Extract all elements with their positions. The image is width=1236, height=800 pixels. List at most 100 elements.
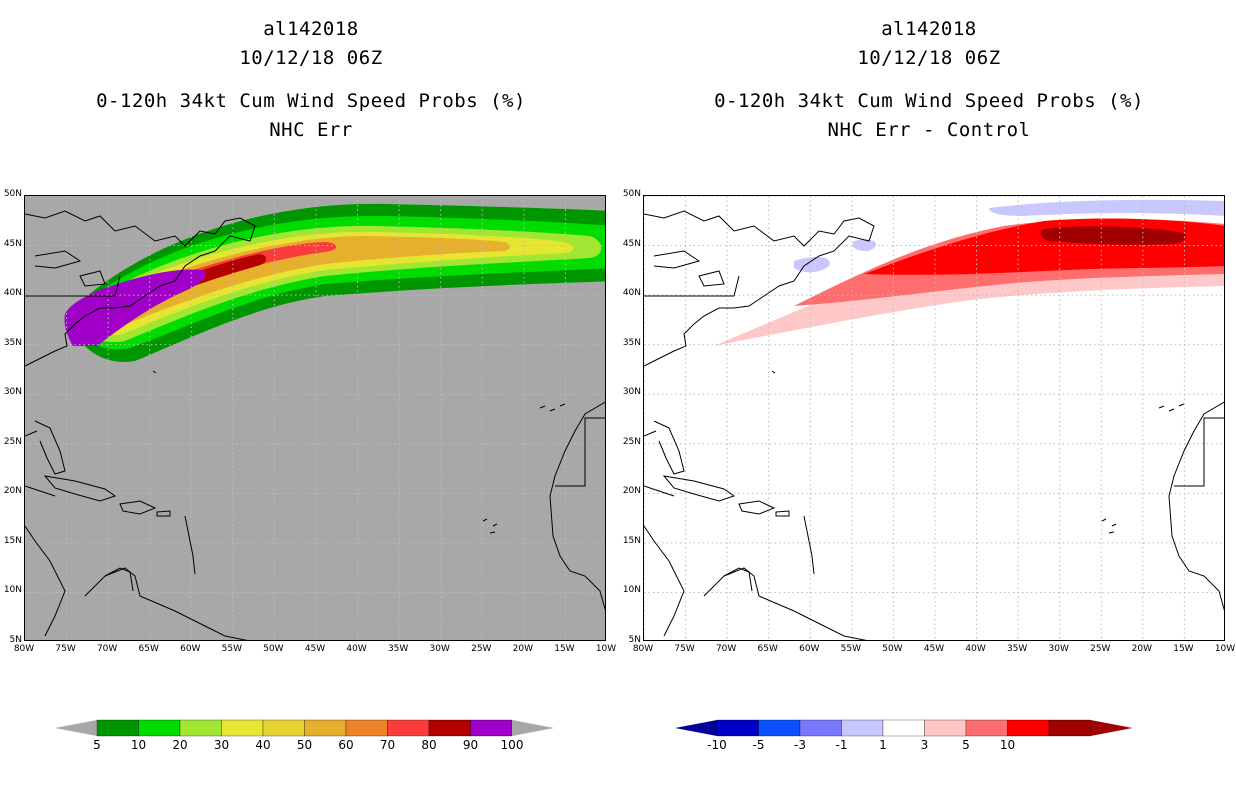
colorbar-high-end	[1090, 720, 1133, 736]
colorbar-label: -1	[835, 738, 848, 752]
south-america-coast	[703, 567, 867, 640]
right-map-panel	[643, 195, 1225, 641]
lat-tick-label: 20N	[622, 486, 641, 497]
africa-coast	[1168, 401, 1224, 611]
lon-tick-label: 55W	[221, 644, 243, 654]
colorbar-swatch	[841, 719, 884, 737]
cuba	[662, 475, 736, 502]
lon-tick-label: 50W	[263, 644, 284, 654]
diff-pos10	[1040, 226, 1186, 245]
colorbar-swatch	[262, 719, 305, 737]
lon-tick-label: 20W	[512, 644, 534, 654]
colorbar-swatch	[96, 719, 139, 737]
lon-tick-label: 70W	[715, 644, 737, 654]
colorbar-label: 40	[255, 738, 271, 752]
cape-verde	[482, 518, 498, 534]
lon-tick-label: 45W	[923, 644, 945, 654]
right-colorbar	[675, 719, 1133, 737]
lesser-antilles	[184, 515, 196, 575]
colorbar-label: 20	[172, 738, 188, 752]
venezuela	[723, 567, 753, 592]
colorbar-swatch	[138, 719, 181, 737]
colorbar-swatch	[345, 719, 388, 737]
coastlines	[644, 210, 1224, 640]
right-storm-id: al142018	[881, 18, 977, 40]
colorbar-swatch	[1048, 719, 1091, 737]
central-america	[644, 525, 685, 637]
lat-tick-label: 45N	[622, 238, 641, 249]
lon-tick-label: 80W	[13, 644, 35, 654]
colorbar-label: 60	[338, 738, 354, 752]
lon-tick-label: 60W	[799, 644, 820, 654]
right-map	[644, 196, 1224, 640]
us-border	[25, 275, 121, 297]
lon-tick-label: 15W	[554, 644, 575, 654]
cuba	[43, 475, 117, 502]
right-datetime: 10/12/18 06Z	[857, 47, 1001, 69]
colorbar-label: 80	[421, 738, 437, 752]
north-america-coast	[644, 210, 875, 367]
colorbar-label: 3	[920, 738, 929, 752]
left-colorbar	[55, 719, 554, 737]
colorbar-swatch	[179, 719, 222, 737]
us-border	[644, 275, 740, 297]
great-lakes	[34, 250, 106, 287]
difference-field	[714, 199, 1224, 346]
colorbar-label: 50	[296, 738, 313, 752]
left-product-title: 0-120h 34kt Cum Wind Speed Probs (%)	[96, 90, 526, 112]
diff-neg1-blue-2	[794, 239, 877, 273]
canary-islands	[539, 403, 566, 412]
diff-neg1-blue	[989, 199, 1224, 216]
cape-verde	[1101, 518, 1117, 534]
lon-tick-label: 40W	[965, 644, 986, 654]
right-subtitle: NHC Err - Control	[827, 119, 1031, 141]
swath-90pct	[64, 269, 206, 346]
colorbar-swatch	[882, 719, 925, 737]
hispaniola	[738, 500, 776, 515]
lon-tick-label: 35W	[387, 644, 409, 654]
lat-tick-label: 20N	[3, 486, 22, 497]
lon-tick-label: 55W	[840, 644, 862, 654]
colorbar-low-end	[55, 720, 97, 736]
left-map	[25, 196, 605, 640]
lat-tick-label: 50N	[622, 189, 641, 199]
lat-tick-label: 25N	[622, 436, 641, 447]
lat-tick-label: 50N	[3, 189, 22, 199]
africa-coast	[549, 401, 605, 611]
lon-tick-label: 45W	[304, 644, 326, 654]
lon-tick-label: 65W	[138, 644, 159, 654]
colorbar-swatch	[304, 719, 347, 737]
lat-tick-label: 15N	[3, 535, 22, 546]
colorbar-swatch	[387, 719, 430, 737]
right-title-block: al142018 10/12/18 06Z 0-120h 34kt Cum Wi…	[638, 15, 1220, 145]
colorbar-label: 10	[999, 738, 1016, 752]
hispaniola	[119, 500, 157, 515]
colorbar-label: 5	[93, 738, 101, 752]
lat-tick-label: 45N	[3, 238, 22, 249]
colorbar-swatch	[470, 719, 513, 737]
great-lakes	[653, 250, 725, 287]
canary-islands	[1158, 403, 1185, 412]
puerto-rico	[775, 510, 790, 517]
lon-tick-label: 50W	[882, 644, 903, 654]
lon-tick-label: 40W	[346, 644, 367, 654]
colorbar-swatch	[799, 719, 842, 737]
lat-tick-label: 40N	[622, 288, 641, 299]
gulf-coast	[25, 430, 56, 497]
colorbar-swatch	[1007, 719, 1050, 737]
lon-tick-label: 60W	[180, 644, 201, 654]
colorbar-swatch	[716, 719, 759, 737]
bermuda	[152, 370, 157, 374]
lat-tick-label: 5N	[9, 635, 22, 645]
lat-tick-label: 10N	[622, 585, 641, 596]
lon-tick-label: 75W	[55, 644, 76, 654]
lon-tick-label: 25W	[1090, 644, 1111, 654]
right-product-title: 0-120h 34kt Cum Wind Speed Probs (%)	[714, 90, 1144, 112]
lon-tick-label: 75W	[674, 644, 695, 654]
lat-tick-label: 30N	[3, 387, 22, 398]
colorbar-swatch	[221, 719, 264, 737]
colorbar-label: -5	[752, 738, 765, 752]
colorbar-label: 10	[130, 738, 147, 752]
africa-borders	[555, 417, 605, 487]
south-america-coast	[84, 567, 248, 640]
